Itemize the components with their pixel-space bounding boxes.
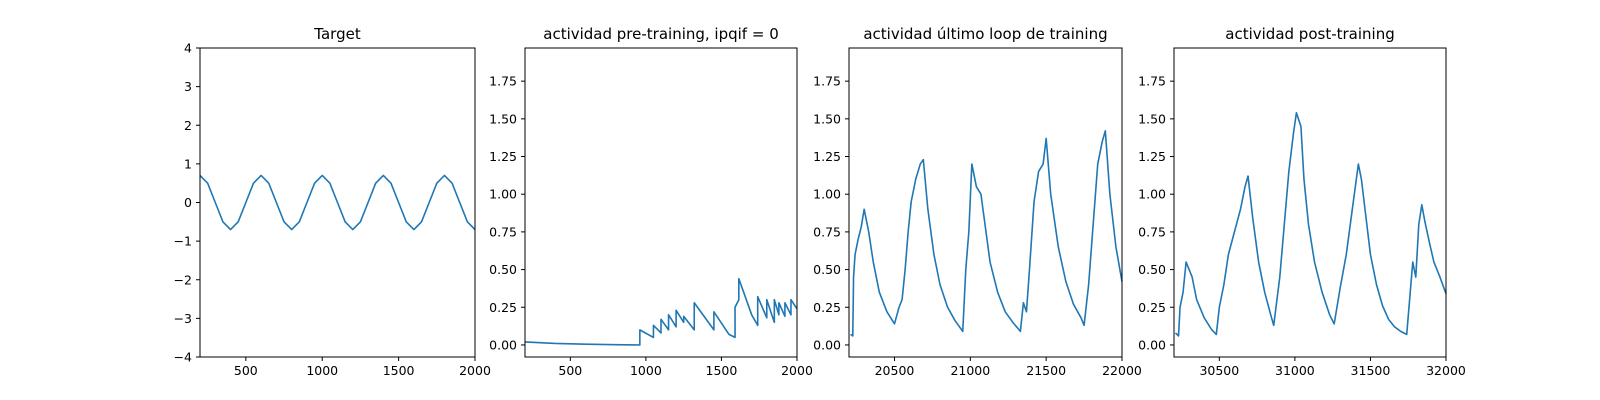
y-tick-label: 2: [184, 118, 192, 133]
series-line: [1174, 112, 1447, 337]
axes-frame: [524, 47, 798, 358]
x-tick-label: 31500: [1351, 363, 1391, 378]
y-tick-label: 1.00: [813, 187, 841, 202]
y-tick-label: −1: [174, 234, 192, 249]
y-tick-label: 1.75: [813, 74, 841, 89]
y-tick-label: 1: [184, 156, 192, 171]
axes-frame: [848, 47, 1123, 358]
x-tick-label: 1500: [706, 363, 738, 378]
y-tick-label: 4: [184, 41, 192, 56]
y-tick-label: 0.00: [813, 337, 841, 352]
panel-title: Target: [313, 25, 361, 43]
y-tick-label: 0.25: [1138, 300, 1166, 315]
y-tick-label: 0.50: [489, 262, 517, 277]
y-tick-label: 0.25: [813, 300, 841, 315]
y-tick-label: 1.50: [813, 111, 841, 126]
y-tick-label: 0.00: [489, 337, 517, 352]
panel-4: actividad post-training 30500 31000 31500 32…: [1138, 25, 1466, 378]
x-tick-label: 32000: [1426, 363, 1466, 378]
x-tick-label: 2000: [781, 363, 813, 378]
y-tick-label: 0.75: [1138, 224, 1166, 239]
y-tick-label: 1.50: [1138, 111, 1166, 126]
x-tick-label: 22000: [1102, 363, 1142, 378]
x-tick-label: 1000: [630, 363, 662, 378]
y-tick-label: 3: [184, 79, 192, 94]
y-tick-label: 1.75: [1138, 74, 1166, 89]
y-tick-label: 0.75: [489, 224, 517, 239]
series-line: [524, 277, 798, 346]
y-tick-label: 0.25: [489, 300, 517, 315]
series-line: [199, 174, 476, 231]
y-tick-label: 0.00: [1138, 337, 1166, 352]
y-tick-label: 0.50: [813, 262, 841, 277]
x-tick-label: 30500: [1199, 363, 1239, 378]
panel-title: actividad último loop de training: [863, 25, 1107, 43]
y-tick-label: 1.00: [489, 187, 517, 202]
x-tick-label: 1000: [306, 363, 338, 378]
axes-frame: [1173, 47, 1447, 358]
panel-3: actividad último loop de training 20500 21…: [813, 25, 1142, 378]
panel-title: actividad pre-training, ipqif = 0: [543, 25, 779, 43]
x-tick-label: 21500: [1026, 363, 1066, 378]
y-tick-label: 1.50: [489, 111, 517, 126]
y-tick-label: 1.25: [1138, 149, 1166, 164]
panel-1: Target 500 1000 1500 2000 −4 −3 −2 −1 0 1 2 3 4: [174, 25, 491, 378]
panel-title: actividad post-training: [1225, 25, 1394, 43]
y-tick-label: 1.25: [489, 149, 517, 164]
x-tick-label: 1500: [383, 363, 415, 378]
y-tick-label: 0.75: [813, 224, 841, 239]
panel-2: actividad pre-training, ipqif = 0 500 1000…: [489, 25, 813, 378]
x-tick-label: 31000: [1275, 363, 1315, 378]
y-tick-label: 1.00: [1138, 187, 1166, 202]
x-tick-label: 500: [234, 363, 258, 378]
y-tick-label: 1.75: [489, 74, 517, 89]
y-tick-label: −3: [174, 311, 192, 326]
x-tick-label: 500: [558, 363, 582, 378]
y-tick-label: −4: [174, 350, 192, 365]
y-tick-label: 1.25: [813, 149, 841, 164]
y-tick-label: 0: [184, 195, 192, 210]
y-tick-label: 0.50: [1138, 262, 1166, 277]
x-tick-label: 21000: [950, 363, 990, 378]
y-tick-label: −2: [174, 272, 192, 287]
x-tick-label: 2000: [459, 363, 491, 378]
x-tick-label: 20500: [875, 363, 915, 378]
series-line: [850, 130, 1123, 337]
